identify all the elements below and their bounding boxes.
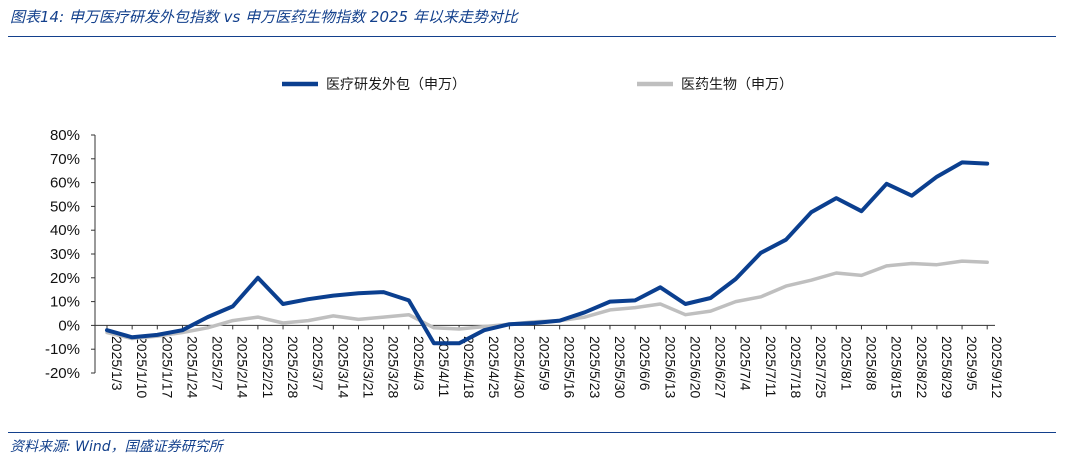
y-tick-label: 60% [50,175,80,192]
x-axis: 2025/1/3 2025/1/10 2025/1/17 2025/1/24 2025/… [95,324,1005,398]
chart-title: 图表14: 申万医疗研发外包指数 vs 申万医药生物指数 2025 年以来走势对… [10,8,518,26]
source-note: 资料来源: Wind，国盛证券研究所 [10,439,223,455]
x-tick-label: 2025/1/10 [134,336,150,398]
y-tick-label: 0% [58,317,80,334]
x-tick-label: 2025/9/12 [989,336,1005,398]
x-tick-label: 2025/3/28 [386,336,402,398]
series-line-1 [105,160,990,346]
x-tick-label: 2025/4/18 [461,336,477,398]
x-tick-label: 2025/5/9 [537,336,553,391]
x-tick-label: 2025/6/13 [662,336,678,398]
x-tick-label: 2025/3/21 [360,336,376,398]
x-tick-label: 2025/5/30 [612,336,628,398]
x-tick-label: 2025/7/11 [763,336,779,397]
footer-divider [8,432,1056,433]
plot-lines [105,160,990,346]
x-tick-label: 2025/7/18 [788,336,804,398]
x-tick-label: 2025/1/3 [109,336,125,391]
y-tick-label: 30% [50,246,80,263]
x-tick-label: 2025/7/25 [813,336,829,398]
y-tick-label: -20% [45,365,80,382]
x-tick-label: 2025/9/5 [964,336,980,391]
x-tick-label: 2025/4/11 [436,336,452,397]
x-tick-label: 2025/2/7 [210,336,226,391]
x-tick-label: 2025/5/23 [587,336,603,398]
x-tick-label: 2025/8/1 [838,336,854,391]
x-tick-label: 2025/8/8 [863,336,879,391]
x-tick-label: 2025/3/7 [310,336,326,391]
x-tick-label: 2025/8/29 [939,336,955,398]
line-chart: 医疗研发外包（申万） 医药生物（申万） -20% -10% 0% 10% 20% 30% 4… [45,77,1005,398]
x-tick-label: 2025/6/6 [637,336,653,391]
legend-label-series-1: 医疗研发外包（申万） [326,77,466,93]
y-tick-label: 50% [50,198,80,215]
x-tick-label: 2025/5/16 [562,336,578,398]
x-tick-label: 2025/4/25 [486,336,502,398]
y-tick-label: 40% [50,222,80,239]
x-tick-label: 2025/3/14 [335,336,351,398]
x-tick-label: 2025/2/21 [260,336,276,398]
x-tick-label: 2025/1/17 [159,336,175,398]
x-tick-label: 2025/4/30 [511,336,527,398]
y-axis: -20% -10% 0% 10% 20% 30% 40% 50% 60% 70% 80% [45,127,96,382]
y-tick-label: 10% [50,294,80,311]
y-tick-label: 70% [50,151,80,168]
x-tick-label: 2025/6/20 [687,336,703,398]
x-tick-label: 2025/8/22 [914,336,930,398]
y-tick-label: 20% [50,270,80,287]
title-divider [8,36,1056,37]
x-tick-label: 2025/1/24 [184,336,200,398]
x-tick-label: 2025/2/28 [285,336,301,398]
x-tick-label: 2025/6/27 [713,336,729,398]
y-tick-label: 80% [50,127,80,144]
x-tick-label: 2025/8/15 [889,336,905,398]
x-tick-label: 2025/2/14 [235,336,251,398]
x-tick-label: 2025/7/4 [738,336,754,391]
y-tick-label: -10% [45,341,80,358]
legend-label-series-2: 医药生物（申万） [681,77,793,93]
legend: 医疗研发外包（申万） 医药生物（申万） [282,77,793,93]
x-tick-label: 2025/4/3 [411,336,427,391]
